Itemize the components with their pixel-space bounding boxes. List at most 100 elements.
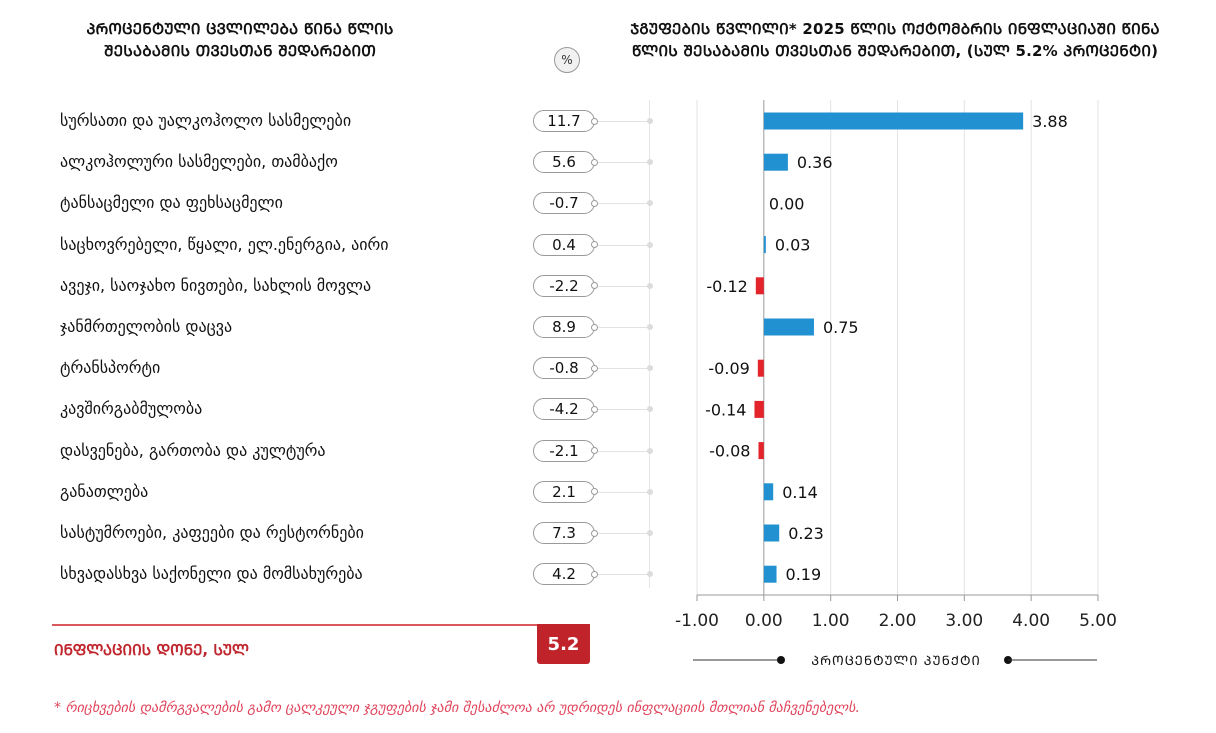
badge-connector-knob: [591, 488, 598, 496]
row-connector-line: [598, 327, 650, 328]
yoy-change-badge: -2.1: [533, 439, 595, 462]
badge-connector-knob: [591, 570, 598, 578]
row-connector-dot: [647, 118, 653, 124]
yoy-change-badge: 0.4: [533, 233, 595, 256]
category-label: სხვადასხვა საქონელი და მომსახურება: [60, 564, 363, 584]
left-panel-title: ᲞᲠᲝᲪᲔᲜᲢᲣᲚᲘ ᲪᲕᲚᲘᲚᲔᲑᲐ ᲬᲘᲜᲐ ᲬᲚᲘᲡ ᲨᲔᲡᲐᲑᲐᲛᲘᲡ …: [40, 18, 440, 62]
chart-title-line-1: ᲯᲒᲣᲤᲔᲑᲘᲡ ᲬᲕᲚᲘᲚᲘ* 2025 ᲬᲚᲘᲡ ᲝᲥᲢᲝᲛᲑᲠᲘᲡ ᲘᲜᲤ…: [630, 20, 1160, 38]
row-connector-dot: [647, 324, 653, 330]
bar: [763, 318, 814, 336]
badge-connector-knob: [591, 323, 598, 331]
row-connector-line: [598, 574, 650, 576]
bar: [763, 112, 1024, 130]
category-label: ტანსაცმელი და ფეხსაცმელი: [60, 193, 283, 213]
chart-title-line-2: ᲬᲚᲘᲡ ᲨᲔᲡᲐᲑᲐᲛᲘᲡ ᲗᲕᲔᲡᲗᲐᲜ ᲨᲔᲓᲐᲠᲔᲑᲘᲗ, (ᲡᲣᲚ 5…: [631, 42, 1159, 60]
badge-connector-knob: [591, 158, 598, 166]
bar: [763, 483, 774, 501]
left-title-line-2: ᲨᲔᲡᲐᲑᲐᲛᲘᲡ ᲗᲕᲔᲡᲗᲐᲜ ᲨᲔᲓᲐᲠᲔᲑᲘᲗ: [103, 42, 377, 60]
category-label: ჯანმრთელობის დაცვა: [60, 317, 233, 336]
total-divider: [52, 624, 548, 626]
row-connector-line: [598, 491, 650, 493]
chart-title: ᲯᲒᲣᲤᲔᲑᲘᲡ ᲬᲕᲚᲘᲚᲘ* 2025 ᲬᲚᲘᲡ ᲝᲥᲢᲝᲛᲑᲠᲘᲡ ᲘᲜᲤ…: [595, 18, 1195, 62]
badge-connector-knob: [591, 447, 598, 455]
yoy-change-badge: -2.2: [533, 274, 595, 297]
category-label: სასტუმროები, კაფეები და რესტორნები: [60, 523, 364, 542]
x-tick-label: 2.00: [879, 611, 917, 631]
row-connector-line: [598, 162, 650, 164]
category-label: ალკოჰოლური სასმელები, თამბაქო: [60, 152, 338, 172]
percent-icon: %: [554, 47, 580, 73]
bar: [755, 277, 764, 295]
yoy-change-badge: 11.7: [533, 110, 595, 132]
bar: [758, 442, 764, 460]
row-connector-dot: [647, 159, 653, 166]
footnote: * რიცხვების დამრგვალების გამო ცალკეული ჯ…: [54, 700, 860, 716]
category-label: ტრანსპორტი: [60, 358, 161, 378]
bar-value-label: -0.08: [709, 442, 750, 461]
bar-value-label: 3.88: [1032, 112, 1068, 131]
bar-value-label: -0.09: [708, 359, 749, 378]
bar-value-label: 0.00: [769, 194, 805, 213]
row-connector-dot: [647, 488, 653, 495]
badge-connector-knob: [591, 241, 598, 249]
row-connector-dot: [647, 447, 653, 454]
bar: [763, 565, 777, 583]
yoy-change-badge: -0.8: [533, 357, 595, 380]
total-inflation-label: ᲘᲜᲤᲚᲐᲪᲘᲘᲡ ᲓᲝᲜᲔ, ᲡᲣᲚ: [54, 641, 249, 659]
row-connector-line: [598, 121, 650, 122]
axis-label-dot-left: [777, 656, 785, 664]
yoy-change-badge: 7.3: [533, 522, 595, 544]
row-connector-dot: [647, 241, 653, 248]
row-connector-line: [598, 244, 650, 246]
x-axis-title: ᲞᲠᲝᲪᲔᲜᲢᲣᲚᲘ ᲞᲣᲜᲥᲢᲘ: [811, 654, 981, 669]
x-tick-label: 5.00: [1079, 611, 1117, 631]
yoy-change-badge: 5.6: [533, 151, 595, 174]
bar-value-label: 0.36: [797, 153, 833, 172]
bar: [763, 524, 780, 542]
category-label: სურსათი და უალკოჰოლო სასმელები: [60, 111, 352, 130]
yoy-change-badge: 8.9: [533, 316, 595, 338]
row-connector-dot: [647, 530, 653, 536]
bar: [763, 153, 788, 171]
row-connector-dot: [647, 571, 653, 578]
row-connector-line: [598, 368, 650, 370]
bar-value-label: 0.14: [782, 483, 818, 502]
yoy-change-badge: 4.2: [533, 563, 595, 586]
row-connector-line: [598, 450, 650, 452]
row-connector-dot: [647, 406, 653, 413]
total-inflation-value: 5.2: [537, 624, 590, 664]
bar-value-label: 0.03: [775, 236, 811, 255]
badge-connector-knob: [591, 199, 598, 207]
bar-value-label: -0.14: [705, 400, 746, 419]
bar: [763, 236, 766, 254]
category-label: ავეჯი, საოჯახო ნივთები, სახლის მოვლა: [60, 275, 372, 295]
bar-value-label: -0.12: [706, 277, 747, 296]
bar-value-label: 0.19: [786, 565, 822, 584]
bar: [757, 359, 764, 377]
row-connector-dot: [647, 200, 653, 207]
bar-value-label: 0.23: [788, 524, 824, 543]
badge-connector-knob: [591, 529, 598, 537]
x-tick-label: 3.00: [945, 611, 983, 631]
yoy-change-badge: -4.2: [533, 398, 595, 421]
row-connector-line: [598, 533, 650, 534]
category-label: კავშირგაბმულობა: [60, 399, 203, 419]
category-label: საცხოვრებელი, წყალი, ელ.ენერგია, აირი: [60, 234, 389, 254]
category-label: დასვენება, გართობა და კულტურა: [60, 440, 326, 460]
row-connector-line: [598, 285, 650, 287]
badge-connector-knob: [591, 282, 598, 290]
yoy-change-badge: -0.7: [533, 192, 595, 215]
row-connector-line: [598, 409, 650, 411]
x-tick-label: 1.00: [812, 611, 850, 631]
x-tick-label: 0.00: [745, 611, 783, 631]
badge-connector-knob: [591, 364, 598, 372]
badge-connector-knob: [591, 405, 598, 413]
row-connector-dot: [647, 282, 653, 289]
x-tick-label: 4.00: [1012, 611, 1050, 631]
left-title-line-1: ᲞᲠᲝᲪᲔᲜᲢᲣᲚᲘ ᲪᲕᲚᲘᲚᲔᲑᲐ ᲬᲘᲜᲐ ᲬᲚᲘᲡ: [86, 20, 394, 38]
connector-vertical-line: [649, 100, 650, 588]
bar-value-label: 0.75: [823, 318, 859, 337]
bar: [754, 400, 764, 418]
x-tick-label: -1.00: [675, 611, 719, 631]
